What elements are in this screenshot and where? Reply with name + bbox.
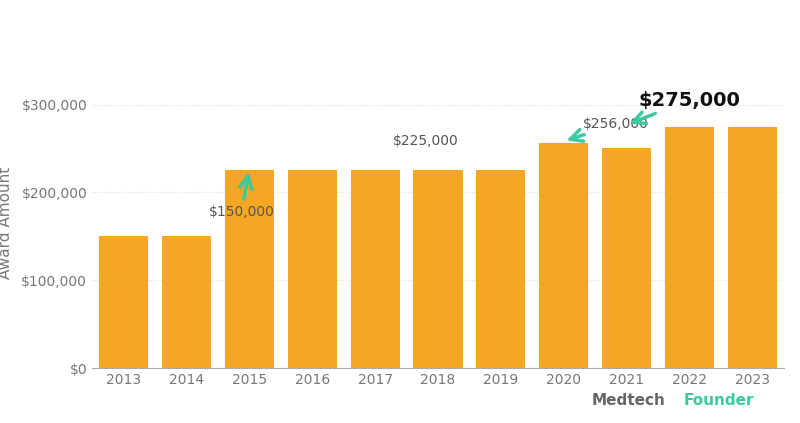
Bar <box>476 170 526 368</box>
Bar <box>539 143 588 368</box>
Text: $275,000: $275,000 <box>633 91 740 124</box>
Text: $150,000: $150,000 <box>208 176 274 219</box>
Text: Phase I Award Amounts 2013-2023: Phase I Award Amounts 2013-2023 <box>216 23 627 43</box>
Bar <box>350 170 400 368</box>
Text: Founder: Founder <box>684 393 754 408</box>
Text: $256,000: $256,000 <box>570 117 649 141</box>
Text: Medtech: Medtech <box>592 393 666 408</box>
Bar <box>414 170 462 368</box>
Bar <box>602 148 651 368</box>
Bar <box>99 236 148 368</box>
Bar <box>665 126 714 368</box>
Text: $225,000: $225,000 <box>393 135 458 148</box>
Bar <box>225 170 274 368</box>
Bar <box>728 126 777 368</box>
Text: NSF / NIH SBIR: NSF / NIH SBIR <box>16 23 189 43</box>
Bar <box>288 170 337 368</box>
Bar <box>162 236 211 368</box>
Y-axis label: Award Amount: Award Amount <box>0 167 13 279</box>
